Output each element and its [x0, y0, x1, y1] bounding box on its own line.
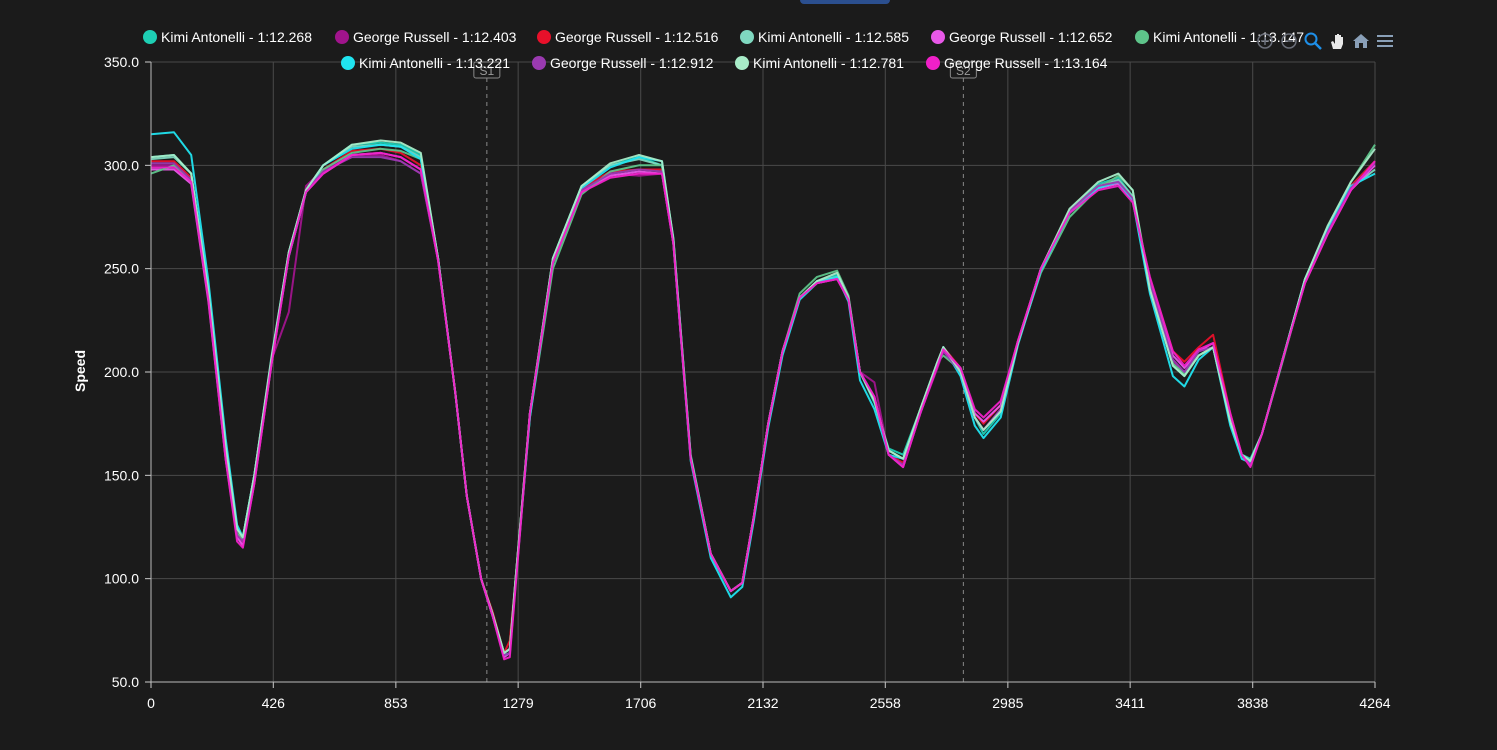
legend-marker: [926, 56, 940, 70]
x-tick-label: 1706: [625, 695, 656, 711]
x-tick-label: 3838: [1237, 695, 1268, 711]
home-icon[interactable]: [1351, 31, 1371, 51]
y-tick-label: 200.0: [104, 364, 139, 380]
legend-marker: [735, 56, 749, 70]
legend-marker: [341, 56, 355, 70]
x-tick-label: 0: [147, 695, 155, 711]
x-tick-label: 426: [262, 695, 286, 711]
legend-marker: [335, 30, 349, 44]
zoom-out-icon[interactable]: [1279, 31, 1299, 51]
y-tick-label: 50.0: [112, 674, 139, 690]
x-tick-label: 2985: [992, 695, 1023, 711]
axes: 0 426 853 1279 1706 2132 2558 2985 3411 3838 4264 5…: [104, 54, 1391, 711]
legend-marker: [143, 30, 157, 44]
top-scroll-indicator: [800, 0, 890, 4]
x-tick-label: 2558: [870, 695, 901, 711]
y-tick-label: 150.0: [104, 467, 139, 483]
legend-item[interactable]: Kimi Antonelli - 1:12.585: [740, 29, 909, 45]
legend-item[interactable]: George Russell - 1:12.652: [931, 29, 1112, 45]
sector-label: S2: [956, 64, 971, 78]
sector-markers: S1 S2: [473, 61, 977, 682]
series-lines[interactable]: [150, 131, 1376, 661]
legend-item[interactable]: Kimi Antonelli - 1:12.268: [143, 29, 312, 45]
menu-icon[interactable]: [1375, 31, 1395, 51]
legend-marker: [532, 56, 546, 70]
legend-label: Kimi Antonelli - 1:13.221: [359, 55, 510, 71]
legend-label: Kimi Antonelli - 1:12.585: [758, 29, 909, 45]
legend-item[interactable]: George Russell - 1:12.516: [537, 29, 718, 45]
y-tick-label: 100.0: [104, 571, 139, 587]
legend-label: George Russell - 1:13.164: [944, 55, 1108, 71]
legend-marker: [537, 30, 551, 44]
y-tick-label: 350.0: [104, 54, 139, 70]
zoom-in-icon[interactable]: [1255, 31, 1275, 51]
x-tick-label: 853: [384, 695, 408, 711]
sector-label-box: [949, 61, 977, 79]
x-tick-label: 3411: [1115, 695, 1145, 711]
sector-label: S1: [480, 64, 495, 78]
chart-toolbar: [1255, 31, 1395, 51]
zoom-select-icon[interactable]: [1303, 31, 1323, 51]
sector-label-box: [473, 61, 501, 79]
y-axis-title: Speed: [72, 349, 88, 392]
x-tick-label: 4264: [1359, 695, 1390, 711]
legend-marker: [931, 30, 945, 44]
legend-label: George Russell - 1:12.403: [353, 29, 517, 45]
x-tick-label: 2132: [747, 695, 778, 711]
legend-item[interactable]: Kimi Antonelli - 1:13.221: [341, 55, 510, 71]
legend-item[interactable]: George Russell - 1:12.912: [532, 55, 713, 71]
legend-label: Kimi Antonelli - 1:12.268: [161, 29, 312, 45]
y-tick-label: 300.0: [104, 157, 139, 173]
series-line-10[interactable]: [151, 151, 1376, 661]
grid-lines: [150, 61, 1376, 683]
legend-label: George Russell - 1:12.652: [949, 29, 1113, 45]
legend-item[interactable]: George Russell - 1:13.164: [926, 55, 1107, 71]
legend-label: Kimi Antonelli - 1:12.781: [753, 55, 904, 71]
legend-marker: [1135, 30, 1149, 44]
legend-item[interactable]: Kimi Antonelli - 1:12.781: [735, 55, 904, 71]
pan-icon[interactable]: [1327, 31, 1347, 51]
y-tick-label: 250.0: [104, 261, 139, 277]
x-tick-label: 1279: [503, 695, 534, 711]
legend-label: George Russell - 1:12.912: [550, 55, 714, 71]
legend-item[interactable]: George Russell - 1:12.403: [335, 29, 516, 45]
legend-label: George Russell - 1:12.516: [555, 29, 719, 45]
legend-marker: [740, 30, 754, 44]
